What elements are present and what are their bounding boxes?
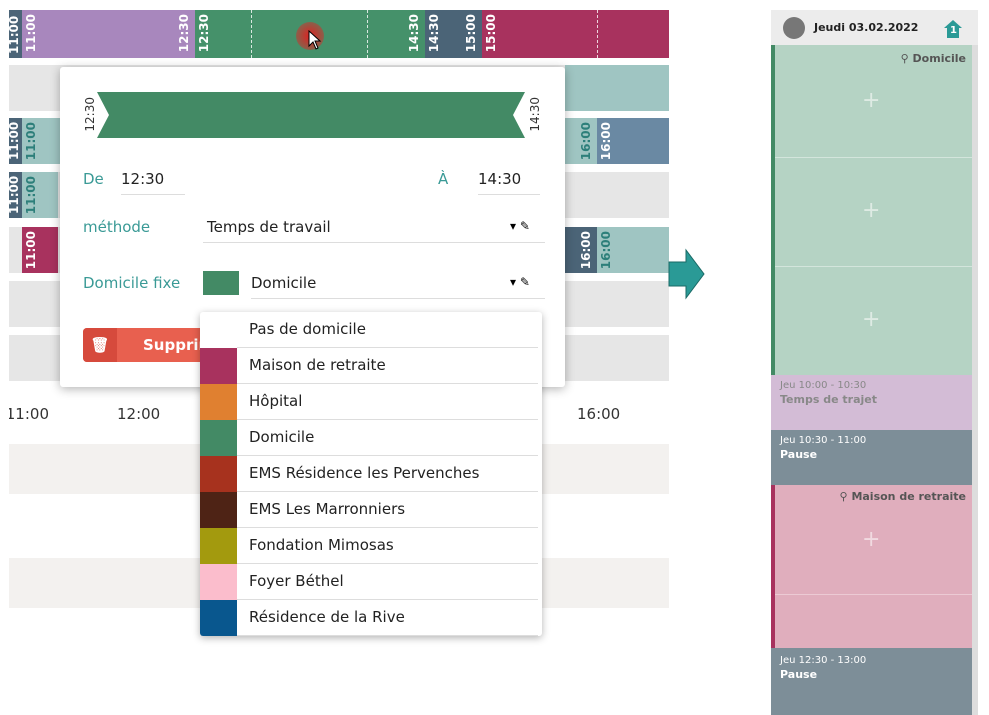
day-title: Jeudi 03.02.2022 [814,21,919,34]
place-label: ⚲ Domicile [900,52,966,65]
end-label: 14:30 [528,97,542,132]
option-label: Hôpital [249,392,303,410]
option-swatch [200,348,237,384]
from-input[interactable]: 12:30 [121,170,185,195]
option-label: Résidence de la Rive [249,608,405,626]
dropdown-option[interactable]: Résidence de la Rive [200,600,542,636]
from-label: De [83,170,104,188]
option-label: Maison de retraite [249,356,386,374]
option-swatch [200,456,237,492]
time-label: 15:00 [464,14,478,53]
home-select[interactable]: Domicile [251,274,545,299]
method-select[interactable]: Temps de travail [203,218,545,243]
option-label: Pas de domicile [249,320,366,338]
time-label: 11:00 [24,231,38,270]
to-label: À [438,170,449,188]
time-label: 11:00 [7,176,21,214]
option-label: Foyer Béthel [249,572,344,590]
time-label: 16:00 [599,122,613,161]
top-bar: 11:00 11:00 12:30 12:30 14:30 14:30 15:0… [9,10,669,58]
option-swatch [200,384,237,420]
time-label: 12:30 [197,14,211,53]
cursor [308,30,322,50]
home-swatch [203,271,239,295]
time-label: 11:00 [24,14,38,53]
time-label: 16:00 [579,122,593,161]
dropdown-option[interactable]: Domicile [200,420,542,456]
to-input[interactable]: 14:30 [478,170,540,195]
time-label: 15:00 [484,14,498,53]
time-label: 11:00 [9,15,21,54]
option-swatch [200,420,237,456]
start-label: 12:30 [83,97,97,132]
axis-label: 11:00 [9,405,49,425]
arrow [668,248,705,300]
axis-label: 11:00 [9,405,49,423]
axis-label: 12:00 [117,405,161,423]
option-label: Fondation Mimosas [249,536,394,554]
time-label: 12:30 [177,14,191,53]
option-swatch [200,528,237,564]
place-label: ⚲ Maison de retraite [839,490,966,503]
time-label: 11:00 [24,176,38,215]
place-text: Domicile [912,52,966,65]
day-panel: Jeudi 03.02.2022 1 ⚲ Domicile Jeu 10:00 … [771,10,978,715]
method-label: méthode [83,218,151,236]
option-swatch [200,564,237,600]
block-time: Jeu 12:30 - 13:00 [780,655,867,666]
option-label: EMS Résidence les Pervenches [249,464,480,482]
time-label: 14:30 [427,14,441,53]
block-time: Jeu 10:00 - 10:30 [780,380,867,391]
dropdown-option[interactable]: Hôpital [200,384,542,420]
block-time: Jeu 10:30 - 11:00 [780,435,867,446]
dropdown-option[interactable]: EMS Résidence les Pervenches [200,456,542,492]
block-label: Temps de trajet [780,393,877,406]
time-label: 16:00 [579,231,593,270]
place-text: Maison de retraite [851,490,966,503]
option-swatch [200,492,237,528]
block-label: Pause [780,448,818,461]
axis-label: 16:00 [577,405,621,423]
block-label: Pause [780,668,818,681]
option-label: Domicile [249,428,315,446]
time-label: 11:00 [7,122,21,160]
time-label: 14:30 [407,14,421,53]
option-label: EMS Les Marronniers [249,500,406,518]
time-label: 11:00 [24,122,38,161]
dropdown-option[interactable]: Foyer Béthel [200,564,542,600]
option-swatch [200,600,237,636]
dropdown-option[interactable]: Maison de retraite [200,348,542,384]
dropdown-option[interactable]: Pas de domicile [200,312,542,348]
time-label: 16:00 [599,231,613,270]
dropdown-option[interactable]: Fondation Mimosas [200,528,542,564]
badge: 1 [950,25,957,36]
dropdown-option[interactable]: EMS Les Marronniers [200,492,542,528]
home-label: Domicile fixe [83,274,181,292]
dropdown: Pas de domicile Maison de retraite Hôpital… [200,312,542,636]
